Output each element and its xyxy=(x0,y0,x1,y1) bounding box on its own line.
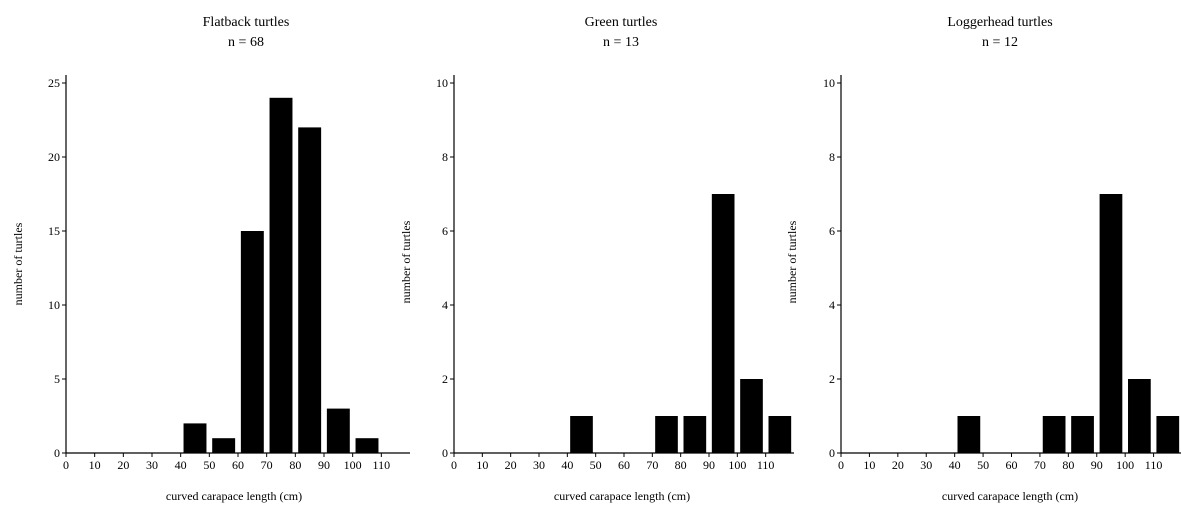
y-tick-label: 6 xyxy=(829,224,835,238)
x-tick-label: 30 xyxy=(533,458,545,472)
y-tick-label: 6 xyxy=(442,224,448,238)
x-tick-label: 100 xyxy=(1116,458,1134,472)
x-tick-label: 90 xyxy=(703,458,715,472)
chart-subtitle: n = 68 xyxy=(228,35,264,50)
bar xyxy=(183,423,207,453)
y-tick-label: 0 xyxy=(54,446,60,460)
x-tick-label: 50 xyxy=(977,458,989,472)
axes xyxy=(837,75,1181,457)
x-tick-label: 100 xyxy=(344,458,362,472)
y-tick-label: 2 xyxy=(442,372,448,386)
bar xyxy=(655,416,678,453)
x-tick-label: 20 xyxy=(117,458,129,472)
y-tick-label: 25 xyxy=(48,76,60,90)
x-tick-label: 80 xyxy=(289,458,301,472)
y-axis-label: number of turtles xyxy=(11,222,25,305)
bar xyxy=(768,416,792,453)
y-tick-label: 4 xyxy=(442,298,448,312)
x-tick-label: 110 xyxy=(1145,458,1163,472)
x-tick-label: 110 xyxy=(757,458,775,472)
bar xyxy=(740,379,763,453)
x-axis-label: curved carapace length (cm) xyxy=(942,489,1078,503)
x-tick-label: 30 xyxy=(146,458,158,472)
x-tick-label: 10 xyxy=(863,458,875,472)
x-tick-label: 80 xyxy=(675,458,687,472)
bar xyxy=(212,438,236,453)
x-tick-label: 0 xyxy=(838,458,844,472)
chart-title: Loggerhead turtles xyxy=(947,15,1052,30)
y-axis-label: number of turtles xyxy=(399,220,413,303)
x-tick-label: 70 xyxy=(646,458,658,472)
chart-subtitle: n = 13 xyxy=(603,35,639,50)
x-tick-label: 70 xyxy=(261,458,273,472)
bar xyxy=(326,408,350,453)
chart-title: Green turtles xyxy=(585,15,658,30)
bar xyxy=(1128,379,1151,453)
x-tick-label: 40 xyxy=(561,458,573,472)
y-tick-label: 10 xyxy=(48,298,60,312)
loggerhead-panel: Loggerhead turtles n = 12 number of turt… xyxy=(785,15,1181,503)
bar xyxy=(240,231,264,453)
chart-title: Flatback turtles xyxy=(203,15,290,30)
x-tick-label: 40 xyxy=(175,458,187,472)
x-tick-label: 30 xyxy=(920,458,932,472)
x-tick-label: 60 xyxy=(1006,458,1018,472)
bars xyxy=(570,194,792,453)
bar xyxy=(1071,416,1094,453)
green-panel: Green turtles n = 13 number of turtles c… xyxy=(399,15,794,503)
x-tick-label: 70 xyxy=(1034,458,1046,472)
y-tick-label: 5 xyxy=(54,372,60,386)
x-tick-label: 60 xyxy=(618,458,630,472)
y-tick-label: 8 xyxy=(829,150,835,164)
x-tick-label: 50 xyxy=(590,458,602,472)
x-tick-label: 20 xyxy=(892,458,904,472)
bar xyxy=(269,97,293,454)
x-tick-label: 10 xyxy=(476,458,488,472)
y-tick-label: 0 xyxy=(829,446,835,460)
bar xyxy=(570,416,593,453)
y-tick-label: 20 xyxy=(48,150,60,164)
x-axis-label: curved carapace length (cm) xyxy=(166,489,302,503)
bar xyxy=(1099,194,1123,453)
axes xyxy=(62,75,410,457)
y-tick-label: 15 xyxy=(48,224,60,238)
bar xyxy=(683,416,707,453)
bar xyxy=(1042,416,1066,453)
x-tick-label: 90 xyxy=(318,458,330,472)
x-tick-label: 100 xyxy=(728,458,746,472)
x-tick-label: 20 xyxy=(505,458,517,472)
y-tick-label: 8 xyxy=(442,150,448,164)
x-tick-label: 90 xyxy=(1091,458,1103,472)
y-tick-label: 4 xyxy=(829,298,835,312)
y-tick-label: 10 xyxy=(436,76,448,90)
x-tick-label: 40 xyxy=(949,458,961,472)
bar xyxy=(1156,416,1180,453)
x-tick-label: 80 xyxy=(1062,458,1074,472)
x-tick-label: 60 xyxy=(232,458,244,472)
tick-labels: 0 5 10 15 20 25 0 10 20 30 40 50 60 70 80 90 100 110 xyxy=(48,76,390,472)
bars xyxy=(957,194,1180,453)
chart-subtitle: n = 12 xyxy=(982,35,1018,50)
x-tick-label: 50 xyxy=(203,458,215,472)
bar xyxy=(298,127,322,454)
bar xyxy=(957,416,981,453)
y-tick-label: 2 xyxy=(829,372,835,386)
axes xyxy=(450,75,794,457)
y-tick-label: 10 xyxy=(823,76,835,90)
y-tick-label: 0 xyxy=(442,446,448,460)
y-axis-label: number of turtles xyxy=(785,220,799,303)
x-tick-label: 0 xyxy=(63,458,69,472)
bars xyxy=(183,97,379,454)
x-tick-label: 110 xyxy=(373,458,391,472)
x-tick-label: 0 xyxy=(451,458,457,472)
x-tick-label: 10 xyxy=(89,458,101,472)
x-axis-label: curved carapace length (cm) xyxy=(554,489,690,503)
bar xyxy=(711,194,735,453)
bar xyxy=(355,438,379,453)
flatback-panel: Flatback turtles n = 68 number of turtle… xyxy=(11,15,410,503)
